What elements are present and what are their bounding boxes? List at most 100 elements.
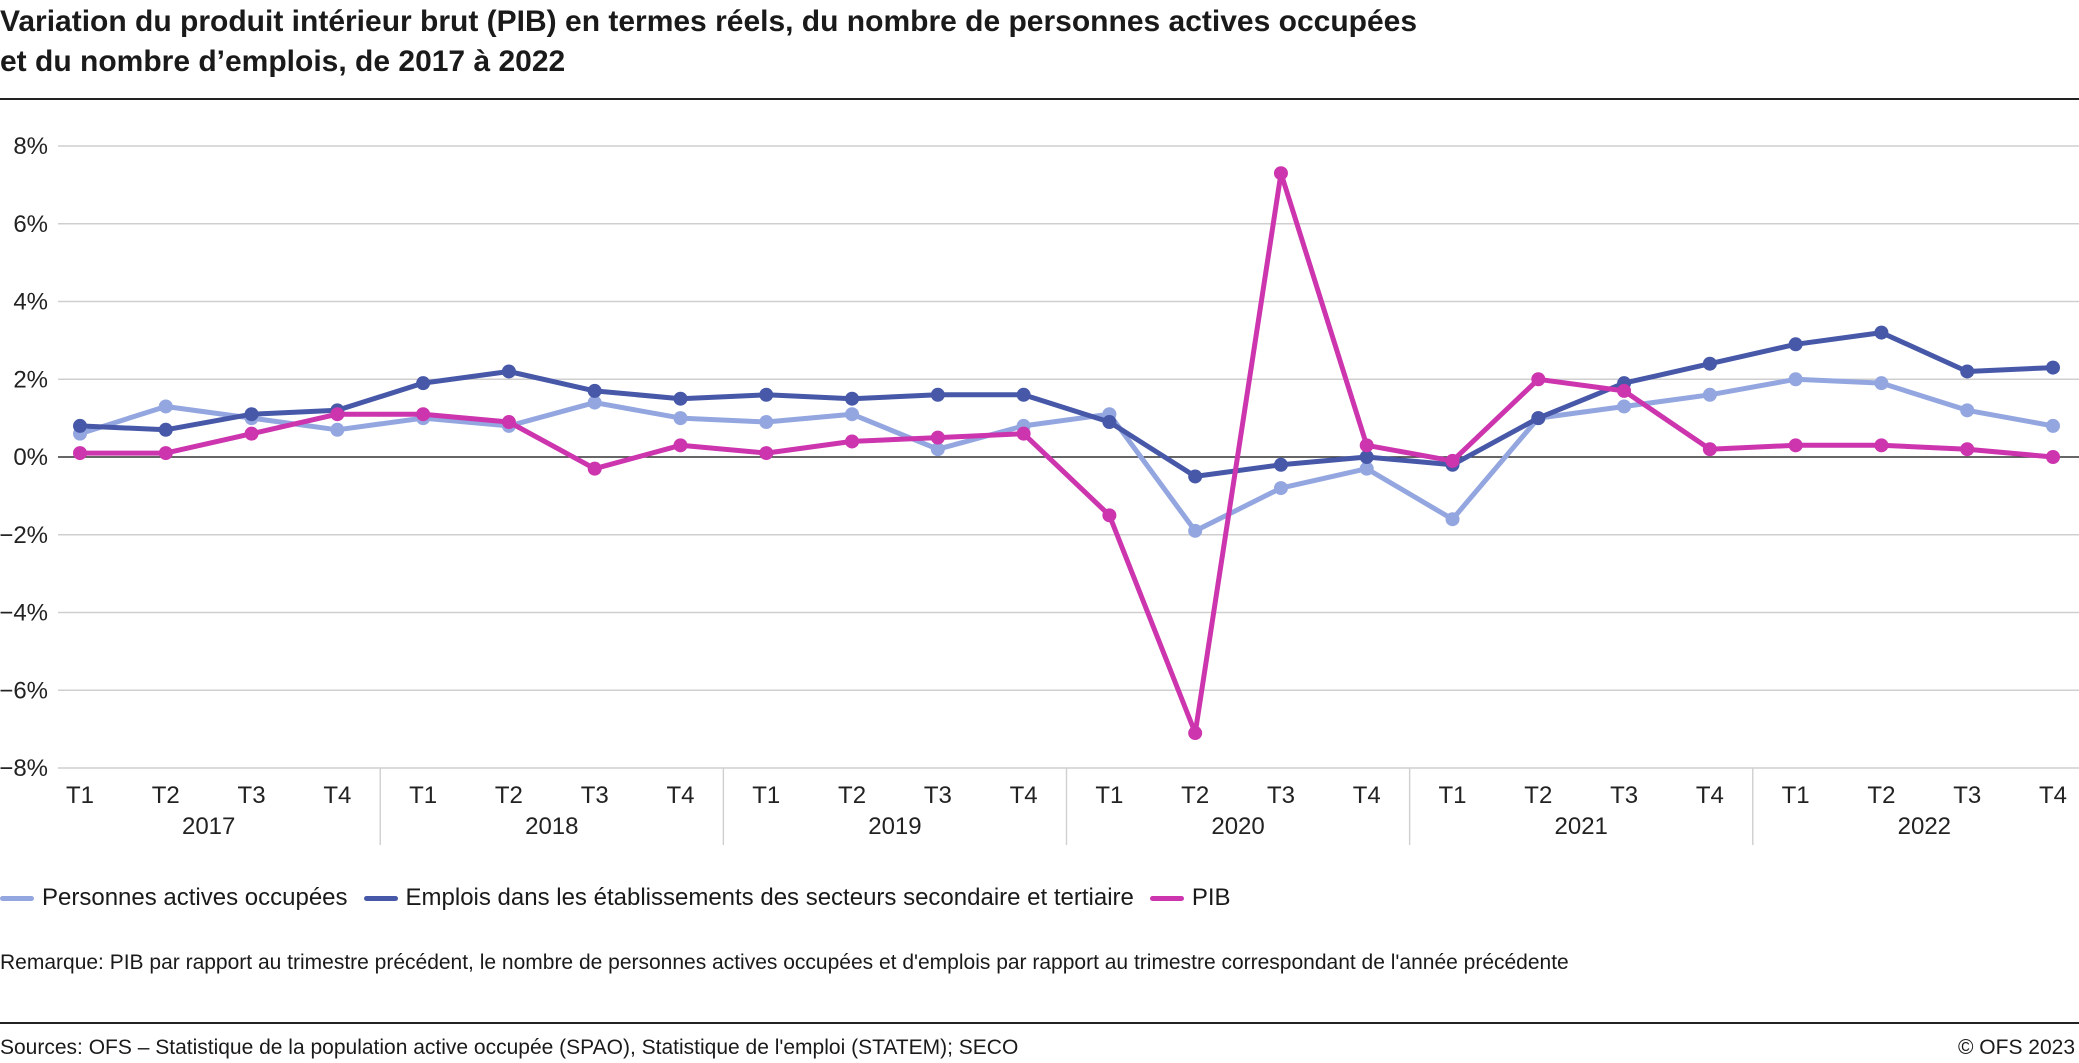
x-tick-quarter: T3	[1267, 782, 1295, 809]
x-tick-quarter: T1	[752, 782, 780, 809]
data-point-series-0	[673, 411, 688, 426]
data-point-series-1	[759, 387, 774, 402]
data-point-series-2	[759, 446, 774, 461]
y-tick-label: −6%	[0, 677, 48, 704]
x-tick-quarter: T2	[152, 782, 180, 809]
title-rule	[0, 98, 2079, 100]
data-point-series-2	[158, 446, 173, 461]
y-tick-label: 8%	[13, 133, 48, 160]
data-point-series-1	[587, 383, 602, 398]
data-point-series-2	[501, 415, 516, 430]
x-tick-quarter: T2	[1867, 782, 1895, 809]
x-tick-quarter: T1	[1439, 782, 1467, 809]
data-point-series-2	[73, 446, 87, 461]
x-tick-quarter: T3	[581, 782, 609, 809]
x-tick-quarter: T4	[323, 782, 351, 809]
data-point-series-1	[1016, 387, 1031, 402]
data-point-series-0	[1445, 512, 1460, 527]
x-tick-quarter: T4	[666, 782, 694, 809]
legend-item-personnes: Personnes actives occupées	[0, 884, 348, 912]
data-point-series-2	[1702, 442, 1717, 457]
data-point-series-0	[1617, 399, 1632, 414]
y-tick-label: 6%	[13, 211, 48, 238]
legend-label-personnes: Personnes actives occupées	[42, 884, 348, 911]
data-point-series-2	[1359, 438, 1374, 453]
chart-title-line-1: Variation du produit intérieur brut (PIB…	[0, 5, 1418, 38]
x-tick-quarter: T3	[238, 782, 266, 809]
y-tick-label: −8%	[0, 755, 48, 782]
data-point-series-0	[158, 399, 173, 414]
x-tick-year: 2022	[1898, 813, 1951, 840]
data-point-series-1	[501, 364, 516, 379]
data-point-series-1	[1102, 415, 1117, 430]
data-point-series-1	[1531, 411, 1546, 426]
data-point-series-0	[587, 395, 602, 410]
series-line-2	[77, 170, 2056, 736]
x-tick-quarter: T3	[1610, 782, 1638, 809]
data-point-series-1	[1788, 337, 1803, 352]
data-point-series-1	[1273, 457, 1288, 472]
x-tick-quarter: T1	[66, 782, 94, 809]
x-tick-quarter: T4	[1696, 782, 1724, 809]
data-point-series-2	[330, 407, 345, 422]
data-point-series-2	[416, 407, 431, 422]
series-line-0	[77, 376, 2056, 534]
data-point-series-2	[1445, 453, 1460, 468]
data-point-series-1	[1874, 325, 1889, 340]
legend-swatch-pib	[1149, 895, 1184, 901]
data-point-series-1	[158, 422, 173, 437]
data-point-series-0	[930, 442, 945, 457]
data-point-series-1	[930, 387, 945, 402]
x-tick-quarter: T2	[838, 782, 866, 809]
x-tick-quarter: T4	[1010, 782, 1038, 809]
y-tick-label: 4%	[13, 289, 48, 316]
data-point-series-1	[416, 376, 431, 391]
data-point-series-2	[930, 430, 945, 445]
data-point-series-0	[1702, 387, 1717, 402]
x-tick-quarter: T2	[1181, 782, 1209, 809]
data-point-series-1	[1960, 364, 1975, 379]
data-point-series-2	[1874, 438, 1889, 453]
legend-label-pib: PIB	[1191, 884, 1231, 911]
data-point-series-0	[1273, 481, 1288, 496]
y-tick-label: 0%	[13, 444, 48, 471]
x-tick-quarter: T4	[2039, 782, 2067, 809]
data-point-series-2	[845, 434, 860, 449]
data-point-series-2	[1188, 726, 1203, 741]
copyright-text: © OFS 2023	[1957, 1036, 2075, 1059]
data-point-series-0	[1874, 376, 1889, 391]
legend-item-pib: PIB	[1149, 884, 1231, 912]
y-tick-label: −2%	[0, 522, 48, 549]
sources-text: Sources: OFS – Statistique de la populat…	[0, 1036, 1019, 1059]
data-point-series-1	[1702, 356, 1717, 371]
data-point-series-1	[1359, 450, 1374, 464]
data-point-series-2	[244, 426, 259, 441]
data-point-series-1	[673, 391, 688, 406]
data-point-series-0	[759, 415, 774, 430]
data-point-series-1	[845, 391, 860, 406]
data-point-series-2	[1960, 442, 1975, 457]
x-tick-year: 2018	[525, 813, 578, 840]
x-tick-quarter: T3	[924, 782, 952, 809]
y-tick-label: 2%	[13, 366, 48, 393]
data-point-series-1	[1188, 469, 1203, 484]
data-point-series-0	[1788, 372, 1803, 387]
data-point-series-2	[1617, 383, 1632, 398]
series-line-1	[77, 330, 2056, 479]
x-tick-quarter: T3	[1953, 782, 1981, 809]
data-point-series-0	[2046, 418, 2060, 433]
x-tick-year: 2017	[182, 813, 235, 840]
x-tick-year: 2019	[868, 813, 921, 840]
data-point-series-2	[1788, 438, 1803, 453]
data-point-series-2	[2046, 450, 2060, 464]
data-point-series-0	[1188, 523, 1203, 538]
line-chart: 8% 6% 4% 2% 0% −2% −4% −6% −8% T1 T2 T3 T4 T1 T2 T3 T4 T1…	[0, 133, 2079, 845]
legend-label-emplois: Emplois dans les établissements des sect…	[405, 884, 1134, 911]
data-point-series-2	[1102, 508, 1117, 523]
data-point-series-0	[330, 422, 345, 437]
x-tick-year: 2020	[1211, 813, 1264, 840]
data-point-series-1	[73, 418, 87, 433]
legend: Personnes actives occupées Emplois dans …	[0, 884, 1247, 912]
x-tick-quarter: T2	[1524, 782, 1552, 809]
x-tick-quarter: T4	[1353, 782, 1381, 809]
